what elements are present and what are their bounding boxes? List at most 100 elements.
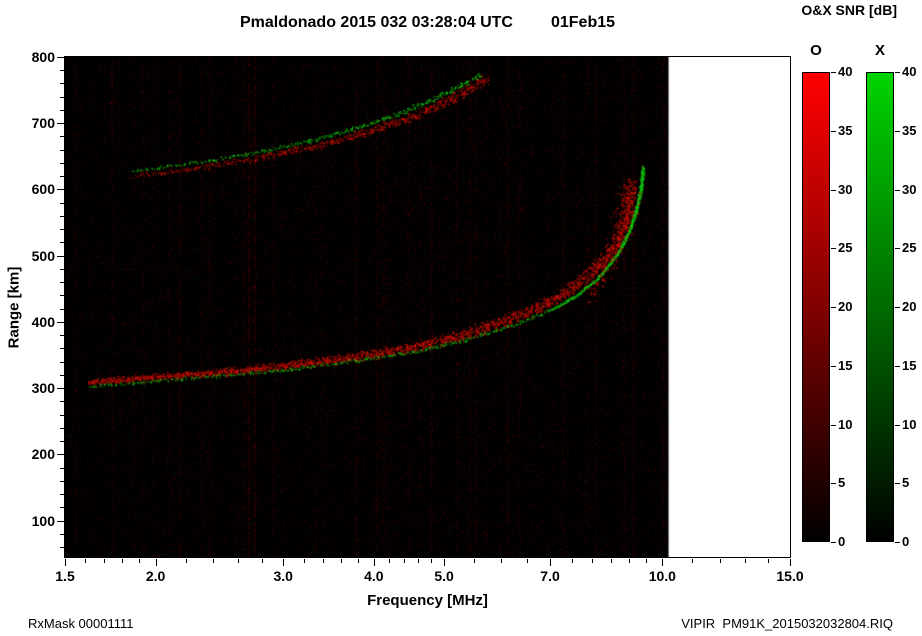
x-minor-tick: [768, 559, 770, 563]
colorbar-tick-label: 20: [902, 299, 917, 314]
colorbar-tick-label: 25: [902, 240, 917, 255]
colorbar-tick: [895, 425, 900, 426]
x-minor-tick: [629, 559, 631, 563]
x-major-tick: [662, 559, 664, 566]
y-major-tick: [57, 454, 64, 456]
x-minor-tick: [417, 559, 419, 563]
x-tick-label: 2.0: [145, 568, 166, 584]
x-major-tick: [155, 559, 157, 566]
rxmask-label: RxMask 00001111: [28, 616, 134, 631]
y-tick-label: 200: [31, 446, 55, 463]
y-minor-tick: [60, 414, 64, 416]
colorbar-tick: [831, 190, 836, 191]
y-minor-tick: [60, 335, 64, 337]
x-minor-tick: [303, 559, 305, 563]
y-minor-tick: [60, 109, 64, 111]
plot-frame: [64, 56, 791, 558]
x-minor-tick: [340, 559, 342, 563]
x-minor-tick: [571, 559, 573, 563]
y-minor-tick: [60, 507, 64, 509]
x-minor-tick: [744, 559, 746, 563]
x-major-tick: [373, 559, 375, 566]
x-tick-label: 10.0: [648, 568, 676, 584]
colorbar-tick: [831, 483, 836, 484]
y-minor-tick: [60, 268, 64, 270]
colorbar-tick-label: 10: [838, 417, 853, 432]
y-tick-label: 300: [31, 380, 55, 397]
y-minor-tick: [60, 83, 64, 85]
colorbar-tick-label: 35: [902, 123, 917, 138]
x-tick-label: 5.0: [434, 568, 454, 584]
colorbar-tick-label: 10: [902, 417, 917, 432]
x-minor-tick: [357, 559, 359, 563]
y-minor-tick: [60, 295, 64, 297]
x-minor-tick: [261, 559, 263, 563]
colorbar-x: [866, 72, 894, 542]
colorbar-tick-label: 30: [838, 182, 853, 197]
colorbar-tick: [895, 190, 900, 191]
colorbar-tick-label: 30: [902, 182, 917, 197]
y-minor-tick: [60, 215, 64, 217]
y-minor-tick: [60, 427, 64, 429]
colorbar-tick-label: 40: [902, 64, 917, 79]
x-minor-tick: [592, 559, 594, 563]
x-minor-tick: [185, 559, 187, 563]
y-minor-tick: [60, 96, 64, 98]
y-minor-tick: [60, 533, 64, 535]
colorbar-tick-label: 40: [838, 64, 853, 79]
colorbar-tick: [895, 483, 900, 484]
colorbar-tick: [831, 425, 836, 426]
ionogram-canvas: [65, 57, 790, 557]
colorbar-tick-label: 0: [838, 534, 846, 549]
x-minor-tick: [122, 559, 124, 563]
colorbar-tick-label: 0: [902, 534, 910, 549]
y-minor-tick: [60, 136, 64, 138]
x-minor-tick: [719, 559, 721, 563]
x-major-tick: [550, 559, 552, 566]
colorbar-tick: [895, 131, 900, 132]
y-minor-tick: [60, 176, 64, 178]
y-tick-label: 600: [31, 181, 55, 198]
y-major-tick: [57, 255, 64, 257]
colorbar-tick-label: 25: [838, 240, 853, 255]
x-minor-tick: [85, 559, 87, 563]
x-minor-tick: [646, 559, 648, 563]
colorbar-tick: [831, 307, 836, 308]
colorbar-tick-label: 5: [838, 475, 846, 490]
colorbar-tick-label: 15: [902, 358, 917, 373]
y-major-tick: [57, 388, 64, 390]
y-minor-tick: [60, 494, 64, 496]
x-major-tick: [444, 559, 446, 566]
y-major-tick: [57, 189, 64, 191]
x-tick-label: 4.0: [364, 568, 384, 584]
colorbar-tick: [831, 72, 836, 73]
x-minor-tick: [526, 559, 528, 563]
colorbar-tick: [831, 131, 836, 132]
colorbar-tick: [895, 72, 900, 73]
y-minor-tick: [60, 348, 64, 350]
x-minor-tick: [139, 559, 141, 563]
x-major-tick: [790, 559, 791, 566]
colorbar-tick-label: 20: [838, 299, 853, 314]
y-major-tick: [57, 321, 64, 323]
y-tick-label: 400: [31, 313, 55, 330]
colorbar-tick: [895, 307, 900, 308]
y-tick-label: 100: [31, 512, 55, 529]
x-minor-tick: [474, 559, 476, 563]
x-tick-label: 15.0: [776, 568, 804, 584]
x-major-tick: [65, 559, 66, 566]
y-major-tick: [57, 520, 64, 522]
x-minor-tick: [238, 559, 240, 563]
colorbar-tick-label: 15: [838, 358, 853, 373]
y-major-tick: [57, 57, 64, 58]
y-tick-label: 500: [31, 247, 55, 264]
y-minor-tick: [60, 361, 64, 363]
x-tick-label: 7.0: [540, 568, 560, 584]
y-minor-tick: [60, 374, 64, 376]
x-minor-tick: [501, 559, 503, 563]
y-minor-tick: [60, 202, 64, 204]
colorbar-o-label: O: [810, 42, 822, 59]
x-minor-tick: [611, 559, 613, 563]
plot-title: Pmaldonado 2015 032 03:28:04 UTC 01Feb15: [65, 14, 790, 32]
